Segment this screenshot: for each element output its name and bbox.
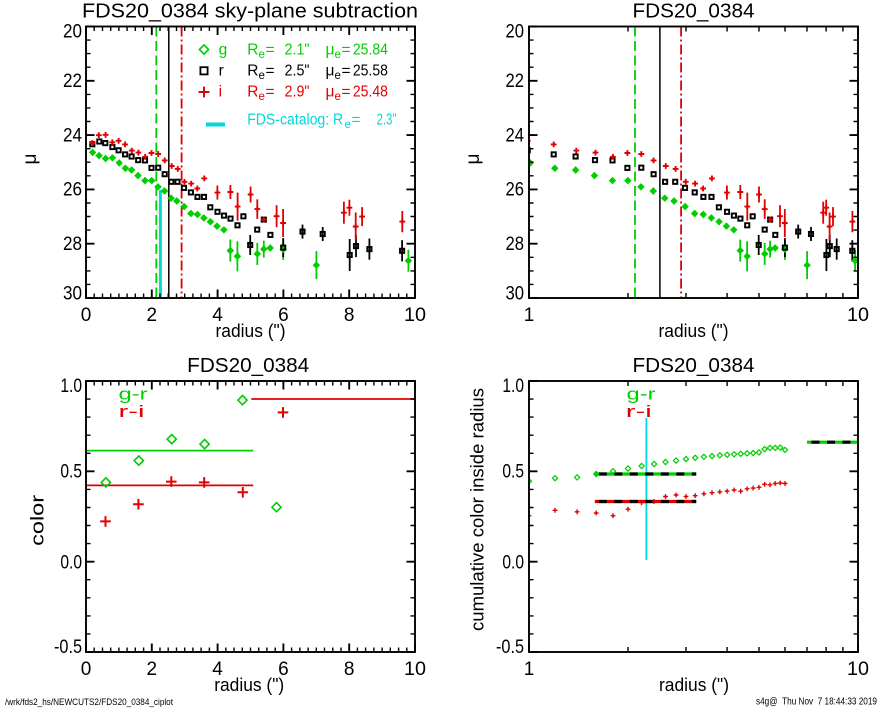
svg-text:28: 28	[63, 234, 82, 255]
svg-text:μ: μ	[463, 154, 484, 165]
svg-text:FDS20_0384: FDS20_0384	[633, 355, 755, 377]
svg-text:μ: μ	[326, 84, 335, 101]
svg-text:1: 1	[524, 659, 535, 680]
svg-text:=: =	[266, 42, 275, 59]
svg-text:color: color	[28, 495, 48, 546]
svg-text:2: 2	[147, 659, 158, 680]
svg-text:0.5: 0.5	[502, 462, 524, 483]
svg-text:2.3": 2.3"	[377, 112, 397, 129]
svg-text:e: e	[259, 49, 265, 61]
svg-text:R: R	[247, 42, 258, 59]
svg-text:1.0: 1.0	[502, 376, 524, 397]
svg-text:e: e	[259, 91, 265, 103]
svg-text:/wrk/fds2_hs/NEWCUTS2/FDS20_03: /wrk/fds2_hs/NEWCUTS2/FDS20_0384_ciplot	[5, 697, 173, 708]
svg-text:r: r	[219, 63, 224, 80]
svg-text:10: 10	[847, 659, 869, 680]
svg-text:radius ("): radius (")	[214, 674, 284, 695]
svg-text:0.0: 0.0	[502, 553, 524, 574]
svg-text:radius ("): radius (")	[659, 674, 729, 695]
svg-text:8: 8	[344, 659, 355, 680]
svg-text:r-i: r-i	[626, 403, 652, 421]
svg-text:-0.5: -0.5	[496, 637, 524, 658]
svg-text:radius ("): radius (")	[659, 320, 729, 341]
svg-text:24: 24	[63, 125, 82, 146]
svg-text:0: 0	[81, 305, 92, 326]
svg-text:2.9": 2.9"	[285, 84, 310, 101]
svg-text:FDS-catalog: R: FDS-catalog: R	[247, 112, 343, 129]
svg-text:30: 30	[506, 284, 525, 305]
svg-text:10: 10	[404, 659, 426, 680]
svg-text:1: 1	[524, 305, 535, 326]
svg-text:6: 6	[278, 659, 289, 680]
svg-text:10: 10	[847, 305, 869, 326]
svg-text:r-i: r-i	[119, 403, 145, 421]
svg-text:g-r: g-r	[627, 386, 657, 404]
svg-text:25.84: 25.84	[353, 42, 388, 59]
svg-text:0.5: 0.5	[60, 462, 82, 483]
svg-text:μ: μ	[326, 42, 335, 59]
svg-text:=: =	[342, 63, 351, 80]
svg-text:radius ("): radius (")	[216, 320, 286, 341]
svg-text:2.1": 2.1"	[285, 42, 310, 59]
svg-text:i: i	[219, 84, 222, 101]
svg-text:22: 22	[63, 71, 82, 92]
svg-text:e: e	[335, 49, 341, 61]
svg-text:e: e	[259, 70, 265, 82]
svg-text:4: 4	[212, 659, 223, 680]
svg-text:1.0: 1.0	[60, 376, 82, 397]
svg-text:e: e	[345, 119, 351, 131]
svg-text:FDS20_0384: FDS20_0384	[187, 355, 309, 377]
svg-text:2.5": 2.5"	[285, 63, 310, 80]
svg-text:R: R	[247, 63, 258, 80]
svg-text:0: 0	[81, 659, 92, 680]
svg-text:26: 26	[63, 180, 82, 201]
svg-text:-0.5: -0.5	[54, 637, 82, 658]
svg-text:=: =	[266, 63, 275, 80]
svg-text:s4g@ Thu Nov 7 18:44:33 2019: s4g@ Thu Nov 7 18:44:33 2019	[756, 697, 877, 708]
svg-text:8: 8	[344, 305, 355, 326]
svg-text:25.58: 25.58	[353, 63, 388, 80]
svg-text:20: 20	[506, 21, 525, 42]
svg-text:=: =	[266, 84, 275, 101]
svg-text:=: =	[342, 84, 351, 101]
svg-text:26: 26	[506, 180, 525, 201]
svg-text:25.48: 25.48	[353, 84, 388, 101]
svg-text:10: 10	[404, 305, 426, 326]
svg-text:=: =	[342, 42, 351, 59]
svg-text:e: e	[335, 91, 341, 103]
svg-text:2: 2	[147, 305, 158, 326]
svg-text:22: 22	[506, 71, 525, 92]
svg-text:cumulative color inside radius: cumulative color inside radius	[468, 388, 488, 631]
svg-text:4: 4	[212, 305, 223, 326]
svg-text:g-r: g-r	[119, 386, 149, 404]
svg-text:FDS20_0384 sky-plane subtracti: FDS20_0384 sky-plane subtraction	[82, 1, 418, 23]
svg-text:=: =	[352, 112, 361, 129]
svg-text:6: 6	[278, 305, 289, 326]
svg-text:R: R	[247, 84, 258, 101]
svg-text:28: 28	[506, 234, 525, 255]
svg-text:20: 20	[63, 21, 82, 42]
svg-text:μ: μ	[20, 154, 41, 165]
svg-text:g: g	[219, 42, 228, 59]
svg-text:FDS20_0384: FDS20_0384	[633, 1, 755, 23]
svg-text:e: e	[335, 70, 341, 82]
svg-text:24: 24	[506, 125, 525, 146]
svg-text:30: 30	[63, 284, 82, 305]
svg-text:0.0: 0.0	[60, 553, 82, 574]
svg-text:μ: μ	[326, 63, 335, 80]
